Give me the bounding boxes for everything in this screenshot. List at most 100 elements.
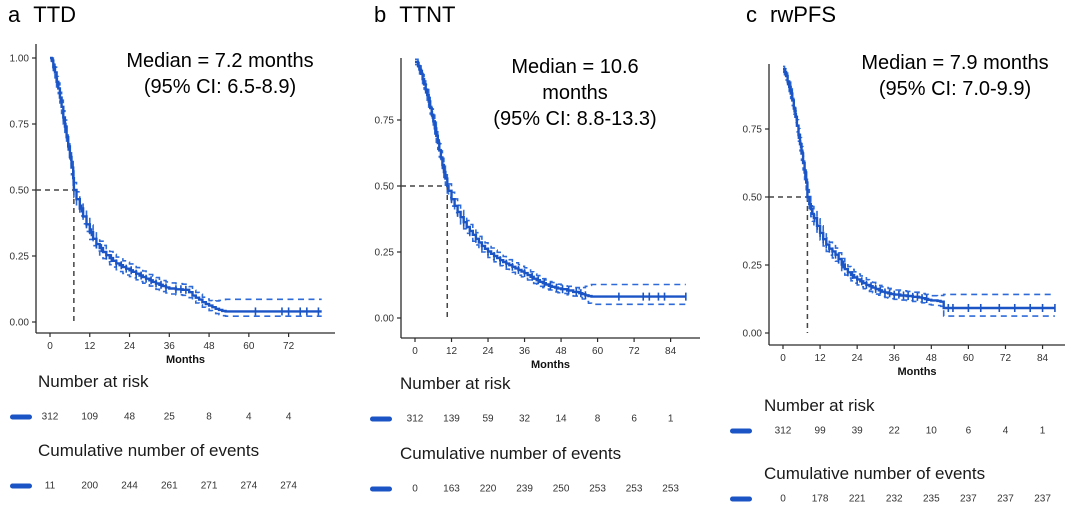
panel-letter: b (374, 2, 387, 27)
svg-text:Months: Months (531, 359, 570, 371)
svg-text:1.00: 1.00 (10, 54, 30, 65)
svg-text:48: 48 (556, 346, 568, 357)
km-curve-chart-rwpfs: 0.75 0.50 0.25 0.00 0 12 24 36 48 60 72 84 Months (743, 64, 1065, 378)
svg-text:0.25: 0.25 (10, 252, 30, 263)
count-value: 253 (589, 483, 606, 495)
panel-endpoint-label: rwPFS (770, 2, 836, 27)
svg-text:0.50: 0.50 (10, 186, 30, 197)
svg-text:60: 60 (243, 341, 255, 352)
svg-text:0.25: 0.25 (375, 248, 395, 259)
svg-text:12: 12 (815, 353, 827, 364)
count-value: 232 (885, 493, 903, 505)
count-value: 0 (780, 493, 786, 505)
count-value: 237 (1034, 493, 1051, 505)
panel-b-ttnt: b TTNT 0.75 0.50 0.25 0.00 0 12 24 36 48 60 72 84 Mon… (360, 0, 720, 512)
svg-text:24: 24 (482, 346, 494, 357)
count-value: 8 (206, 411, 212, 423)
count-value: 253 (662, 483, 679, 495)
svg-text:60: 60 (963, 353, 975, 364)
count-value: 6 (631, 413, 637, 425)
count-value: 239 (516, 483, 533, 495)
count-value: 10 (925, 425, 937, 437)
group-legend-dash-icon (370, 416, 392, 422)
svg-text:12: 12 (84, 341, 96, 352)
svg-text:0.50: 0.50 (743, 193, 763, 204)
cumulative-events-heading: Cumulative number of events (764, 464, 986, 483)
count-value: 220 (479, 483, 497, 495)
count-value: 139 (443, 413, 460, 425)
median-annotation: Median = 10.6 months (95% CI: 8.8-13.3) (493, 56, 657, 130)
svg-text:36: 36 (164, 341, 176, 352)
cumulative-events-row: 11 200 244 261 271 274 274 (0, 480, 360, 492)
median-annotation: Median = 7.9 months (95% CI: 7.0-9.9) (861, 52, 1049, 100)
count-value: 59 (482, 413, 494, 425)
count-value: 25 (163, 411, 175, 423)
panel-c-rwpfs: c rwPFS 0.75 0.50 0.25 0.00 0 12 24 36 48 60 72 84 Mo… (720, 0, 1080, 512)
count-value: 11 (44, 480, 56, 492)
median-annotation: Median = 7.2 months (95% CI: 6.5-8.9) (126, 50, 314, 98)
count-value: 244 (121, 480, 138, 492)
count-value: 48 (123, 411, 136, 423)
svg-text:0.00: 0.00 (10, 318, 30, 329)
count-value: 4 (1002, 425, 1009, 437)
count-value: 237 (960, 493, 977, 505)
number-at-risk-row: 312 99 39 22 10 6 4 1 (720, 425, 1080, 437)
panel-a-ttd: a TTD 1.00 0.75 0.50 0.25 0.00 0 12 24 36 48 60 72 Mo… (0, 0, 360, 512)
svg-text:0.75: 0.75 (10, 120, 30, 131)
count-value: 274 (240, 480, 258, 492)
count-value: 200 (81, 480, 99, 492)
svg-text:72: 72 (629, 346, 641, 357)
number-at-risk-heading: Number at risk (764, 396, 875, 415)
panel-letter: a (8, 2, 21, 27)
count-value: 39 (851, 425, 863, 437)
svg-text:0.50: 0.50 (375, 182, 395, 193)
count-value: 0 (412, 483, 418, 495)
count-value: 6 (965, 425, 972, 437)
count-value: 274 (280, 480, 297, 492)
count-value: 312 (41, 411, 59, 423)
count-value: 312 (406, 413, 424, 425)
panel-endpoint-label: TTNT (399, 2, 456, 27)
number-at-risk-row: 312 139 59 32 14 8 6 1 (360, 413, 720, 425)
panel-title: a TTD (8, 2, 76, 28)
count-value: 1 (1039, 425, 1046, 437)
svg-text:48: 48 (204, 341, 216, 352)
group-legend-dash-icon (370, 486, 392, 492)
count-value: 221 (848, 493, 866, 505)
group-legend-dash-icon (10, 414, 32, 420)
panel-title: c rwPFS (746, 2, 836, 28)
svg-text:48: 48 (926, 353, 938, 364)
count-value: 163 (443, 483, 460, 495)
count-value: 4 (285, 411, 292, 423)
group-legend-dash-icon (10, 483, 32, 489)
svg-text:Months: Months (166, 354, 205, 366)
svg-text:0.75: 0.75 (375, 116, 395, 127)
cumulative-events-row: 0 178 221 232 235 237 237 237 (720, 493, 1080, 505)
count-value: 237 (997, 493, 1014, 505)
svg-text:60: 60 (592, 346, 604, 357)
count-value: 22 (888, 425, 900, 437)
count-value: 8 (594, 413, 601, 425)
svg-text:72: 72 (1000, 353, 1012, 364)
count-value: 261 (160, 480, 178, 492)
count-value: 271 (200, 480, 218, 492)
svg-text:12: 12 (446, 346, 458, 357)
count-value: 178 (811, 493, 829, 505)
cumulative-events-row: 0 163 220 239 250 253 253 253 (360, 483, 720, 495)
svg-text:84: 84 (1037, 353, 1049, 364)
count-value: 32 (518, 413, 531, 425)
number-at-risk-heading: Number at risk (400, 374, 511, 393)
svg-text:24: 24 (124, 341, 136, 352)
group-legend-dash-icon (730, 428, 752, 434)
svg-text:72: 72 (283, 341, 295, 352)
count-value: 14 (555, 413, 567, 425)
svg-text:0.00: 0.00 (375, 314, 395, 325)
panel-endpoint-label: TTD (33, 2, 77, 27)
km-curve-chart-ttnt: 0.75 0.50 0.25 0.00 0 12 24 36 48 60 72 84 Months (375, 58, 700, 371)
cumulative-events-heading: Cumulative number of events (38, 441, 260, 460)
cumulative-events-heading: Cumulative number of events (400, 444, 622, 463)
count-value: 312 (774, 425, 792, 437)
count-value: 99 (814, 425, 826, 437)
panel-letter: c (746, 2, 757, 27)
svg-text:0.75: 0.75 (743, 125, 763, 136)
